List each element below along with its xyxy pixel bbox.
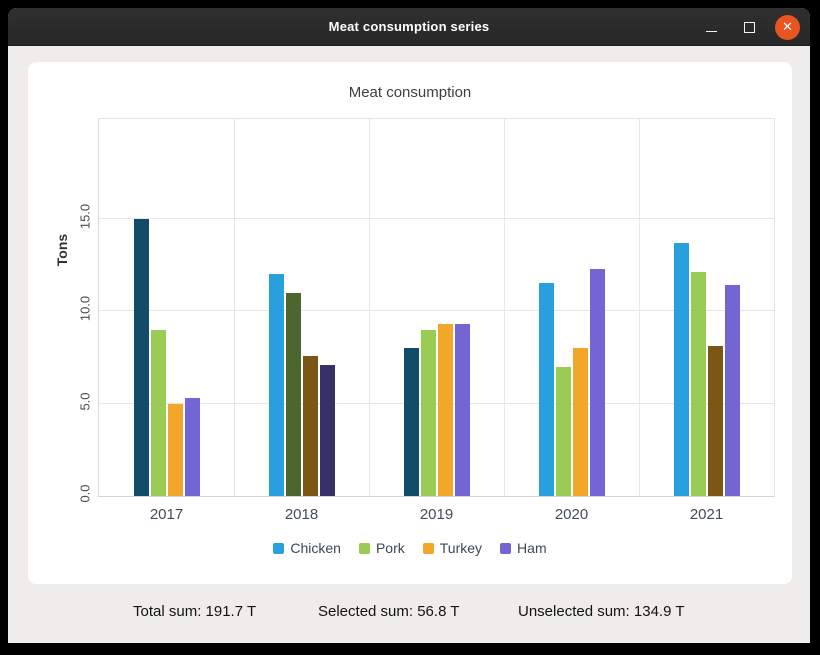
- x-axis-label-2018: 2018: [284, 506, 319, 523]
- close-icon: ✕: [782, 19, 793, 34]
- x-axis-label-2019: 2019: [419, 506, 454, 523]
- bar-pork-2020[interactable]: [555, 366, 571, 496]
- bar-group-2018: 2018: [234, 119, 369, 523]
- y-tick-label-10.0: 10.0: [77, 296, 93, 322]
- bar-turkey-2021[interactable]: [707, 346, 723, 496]
- bar-group-2021: 2021: [639, 119, 774, 523]
- total-sum-label: Total sum: 191.7 T: [133, 603, 257, 620]
- legend-swatch-chicken: [273, 542, 285, 554]
- maximize-icon: [743, 21, 755, 33]
- close-button[interactable]: ✕: [775, 14, 800, 40]
- maximize-button[interactable]: [737, 15, 761, 39]
- bar-chicken-2020[interactable]: [538, 283, 554, 496]
- bar-group-2019: 2019: [369, 119, 504, 523]
- window-title: Meat consumption series: [328, 19, 490, 34]
- bar-turkey-2017[interactable]: [167, 403, 183, 496]
- gridline-x-1: [234, 119, 235, 496]
- app-window: Meat consumption series ✕ Meat consumpti…: [8, 8, 810, 643]
- bar-chicken-2021[interactable]: [673, 242, 689, 496]
- legend-item-turkey[interactable]: Turkey: [422, 540, 483, 556]
- x-axis-label-2021: 2021: [689, 506, 724, 523]
- gridline-x-2: [369, 119, 370, 496]
- bar-group-2020: 2020: [504, 119, 639, 523]
- y-axis-title: Tons: [54, 233, 71, 267]
- bar-ham-2020[interactable]: [589, 268, 605, 496]
- y-tick-label-15.0: 15.0: [77, 203, 93, 229]
- legend-label-turkey: Turkey: [439, 540, 483, 556]
- legend-item-ham[interactable]: Ham: [500, 540, 547, 556]
- legend-item-chicken[interactable]: Chicken: [273, 540, 341, 556]
- bar-chicken-2017[interactable]: [133, 218, 149, 496]
- x-axis-label-2020: 2020: [554, 506, 589, 523]
- bar-ham-2021[interactable]: [724, 285, 740, 496]
- legend-swatch-pork: [358, 542, 370, 554]
- legend-swatch-turkey: [422, 542, 434, 554]
- bar-ham-2018[interactable]: [319, 364, 335, 496]
- selected-sum-label: Selected sum: 56.8 T: [318, 603, 460, 620]
- unselected-sum-label: Unselected sum: 134.9 T: [518, 603, 685, 620]
- chart-title: Meat consumption: [348, 84, 472, 101]
- chart-legend: Chicken Pork Turkey Ham: [28, 540, 792, 556]
- bar-pork-2021[interactable]: [690, 272, 706, 496]
- window-controls: ✕: [699, 8, 800, 46]
- plot-area: 2017 2018 2019 2020 2021: [98, 118, 775, 523]
- legend-item-pork[interactable]: Pork: [358, 540, 405, 556]
- bar-turkey-2018[interactable]: [302, 355, 318, 496]
- bar-chicken-2019[interactable]: [403, 348, 419, 496]
- bar-turkey-2020[interactable]: [572, 348, 588, 496]
- bar-pork-2018[interactable]: [285, 292, 301, 496]
- bar-ham-2017[interactable]: [184, 398, 200, 496]
- minimize-button[interactable]: [699, 15, 723, 39]
- gridline-y-5: [99, 402, 774, 404]
- gridline-y-15: [99, 217, 774, 219]
- bar-chicken-2018[interactable]: [268, 274, 284, 496]
- y-tick-label-0.0: 0.0: [77, 484, 93, 503]
- gridline-y-10: [99, 310, 774, 312]
- legend-label-ham: Ham: [517, 540, 547, 556]
- legend-label-chicken: Chicken: [290, 540, 341, 556]
- y-tick-label-5.0: 5.0: [77, 392, 93, 411]
- bar-group-2017: 2017: [99, 119, 234, 523]
- x-axis-label-2017: 2017: [149, 506, 184, 523]
- status-bar: Total sum: 191.7 T Selected sum: 56.8 T …: [8, 603, 810, 625]
- bar-pork-2017[interactable]: [150, 329, 166, 496]
- bar-turkey-2019[interactable]: [437, 324, 453, 496]
- legend-label-pork: Pork: [375, 540, 405, 556]
- bar-ham-2019[interactable]: [454, 324, 470, 496]
- chart-card: Meat consumption Tons 2017 2018 2019 2020 20…: [28, 62, 792, 584]
- gridline-x-4: [639, 119, 640, 496]
- legend-swatch-ham: [500, 542, 512, 554]
- gridline-x-3: [504, 119, 505, 496]
- bar-pork-2019[interactable]: [420, 329, 436, 496]
- minimize-icon: [705, 30, 717, 32]
- title-bar[interactable]: Meat consumption series ✕: [8, 8, 810, 46]
